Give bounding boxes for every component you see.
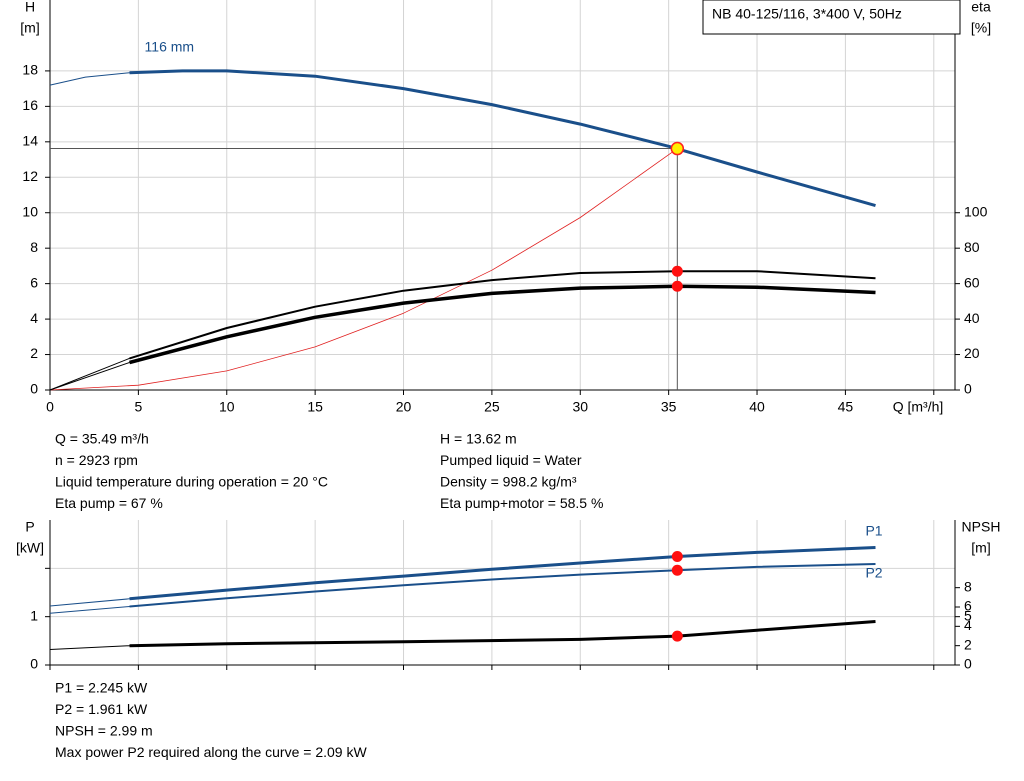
x-tick-label: 30 xyxy=(572,399,588,415)
y2-tick-label: 8 xyxy=(964,578,972,594)
x-tick-label: 10 xyxy=(219,399,235,415)
y-tick-label: 6 xyxy=(30,274,38,290)
y-axis-label: H xyxy=(25,0,35,15)
operating-point xyxy=(670,141,685,156)
marker xyxy=(671,265,683,277)
info-text: H = 13.62 m xyxy=(440,431,517,447)
y-axis-label: [m] xyxy=(20,20,39,36)
y2-tick-label: 40 xyxy=(964,310,980,326)
curve xyxy=(49,357,130,391)
y-tick-label: 0 xyxy=(30,656,38,672)
curve xyxy=(49,72,130,86)
info-text: P1 = 2.245 kW xyxy=(55,680,148,696)
info-text: n = 2923 rpm xyxy=(55,452,138,468)
y2-tick-label: 4 xyxy=(964,617,972,633)
y-tick-label: 18 xyxy=(22,62,38,78)
marker xyxy=(671,630,683,642)
info-text: Pumped liquid = Water xyxy=(440,452,582,468)
info-text: Density = 998.2 kg/m³ xyxy=(440,474,577,490)
title-box xyxy=(702,0,961,35)
info-text: P2 = 1.961 kW xyxy=(55,701,148,717)
y-tick-label: 14 xyxy=(22,133,38,149)
y-tick-label: 10 xyxy=(22,203,38,219)
y2-axis-label: [m] xyxy=(971,540,990,556)
y2-tick-label: 80 xyxy=(964,239,980,255)
info-text: Q = 35.49 m³/h xyxy=(55,431,149,447)
y2-axis-label: eta xyxy=(971,0,991,15)
curve xyxy=(129,620,876,648)
curve xyxy=(129,270,876,360)
marker xyxy=(671,280,683,292)
y-tick-label: 8 xyxy=(30,239,38,255)
y-tick-label: 2 xyxy=(30,345,38,361)
y-tick-label: 4 xyxy=(30,310,38,326)
x-tick-label: 45 xyxy=(838,399,854,415)
curve-label: P1 xyxy=(865,522,882,538)
info-text: Eta pump+motor = 58.5 % xyxy=(440,495,603,511)
curve xyxy=(129,69,876,208)
y2-tick-label: 2 xyxy=(964,636,972,652)
curve xyxy=(49,606,130,614)
curve xyxy=(49,645,130,650)
y-tick-label: 12 xyxy=(22,168,38,184)
x-tick-label: 15 xyxy=(307,399,323,415)
y2-tick-label: 0 xyxy=(964,656,972,672)
curve xyxy=(129,546,876,601)
y2-tick-label: 0 xyxy=(964,381,972,397)
curve xyxy=(49,598,130,607)
y2-tick-label: 5 xyxy=(964,607,972,623)
curve xyxy=(49,148,678,391)
y2-tick-label: 100 xyxy=(964,203,988,219)
x-tick-label: 35 xyxy=(661,399,677,415)
y-axis-label: P xyxy=(25,519,34,535)
y2-tick-label: 60 xyxy=(964,274,980,290)
info-text: Max power P2 required along the curve = … xyxy=(55,744,367,760)
y2-axis-label: [%] xyxy=(971,20,991,36)
x-tick-label: 5 xyxy=(134,399,142,415)
info-text: Eta pump = 67 % xyxy=(55,495,163,511)
curve xyxy=(129,284,876,365)
marker xyxy=(671,564,683,576)
curve xyxy=(129,563,876,608)
curve-label: P2 xyxy=(865,565,882,581)
chart-title: NB 40-125/116, 3*400 V, 50Hz xyxy=(712,6,902,22)
y-tick-label: 16 xyxy=(22,97,38,113)
y2-axis-label: NPSH xyxy=(962,519,1001,535)
x-axis-label: Q [m³/h] xyxy=(893,399,944,415)
curve-label: 116 mm xyxy=(145,38,195,54)
y2-tick-label: 20 xyxy=(964,345,980,361)
x-tick-label: 20 xyxy=(396,399,412,415)
y-tick-label: 1 xyxy=(30,607,38,623)
info-text: NPSH = 2.99 m xyxy=(55,723,153,739)
x-tick-label: 0 xyxy=(46,399,54,415)
x-tick-label: 25 xyxy=(484,399,500,415)
y-tick-label: 0 xyxy=(30,381,38,397)
x-tick-label: 40 xyxy=(749,399,765,415)
y2-tick-label: 6 xyxy=(964,598,972,614)
info-text: Liquid temperature during operation = 20… xyxy=(55,474,328,490)
curve xyxy=(49,362,130,391)
marker xyxy=(671,550,683,562)
y-axis-label: [kW] xyxy=(16,540,44,556)
